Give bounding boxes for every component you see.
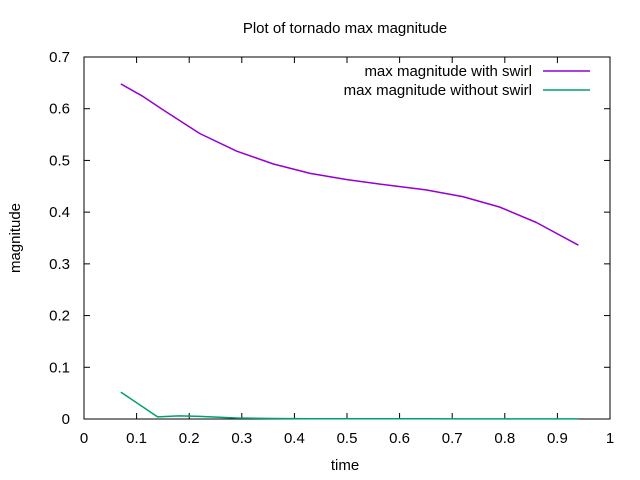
x-tick-label: 0.5 <box>337 430 358 447</box>
legend: max magnitude with swirl max magnitude wi… <box>344 63 590 99</box>
y-axis-title: magnitude <box>7 203 24 273</box>
series-line-1 <box>120 83 579 246</box>
y-tick-label: 0.2 <box>49 308 70 325</box>
series-layer <box>120 83 579 420</box>
y-tick-label: 0.1 <box>49 359 70 376</box>
x-tick-label: 1 <box>606 430 614 447</box>
x-axis-title: time <box>331 457 359 474</box>
series-line-2 <box>120 391 579 420</box>
x-axis: 0 0.1 0.2 0.3 0.4 0.5 0.6 0.7 0.8 0.9 1 <box>80 57 614 447</box>
y-axis: 0 0.1 0.2 0.3 0.4 0.5 0.6 0.7 <box>49 49 610 428</box>
x-tick-label: 0.6 <box>389 430 410 447</box>
x-tick-label: 0.9 <box>547 430 568 447</box>
x-tick-label: 0.2 <box>179 430 200 447</box>
x-tick-label: 0.7 <box>442 430 463 447</box>
x-tick-label: 0.3 <box>231 430 252 447</box>
x-tick-label: 0.8 <box>494 430 515 447</box>
y-tick-label: 0.7 <box>49 49 70 66</box>
legend-label-1: max magnitude with swirl <box>364 63 532 80</box>
y-tick-label: 0.3 <box>49 256 70 273</box>
legend-label-2: max magnitude without swirl <box>344 82 532 99</box>
y-tick-label: 0.5 <box>49 152 70 169</box>
plot-frame <box>83 56 611 420</box>
y-tick-label: 0.4 <box>49 204 70 221</box>
x-tick-label: 0.1 <box>126 430 147 447</box>
y-tick-label: 0 <box>62 411 70 428</box>
x-tick-label: 0.4 <box>284 430 305 447</box>
y-tick-label: 0.6 <box>49 101 70 118</box>
chart-title: Plot of tornado max magnitude <box>243 20 447 37</box>
x-tick-label: 0 <box>80 430 88 447</box>
